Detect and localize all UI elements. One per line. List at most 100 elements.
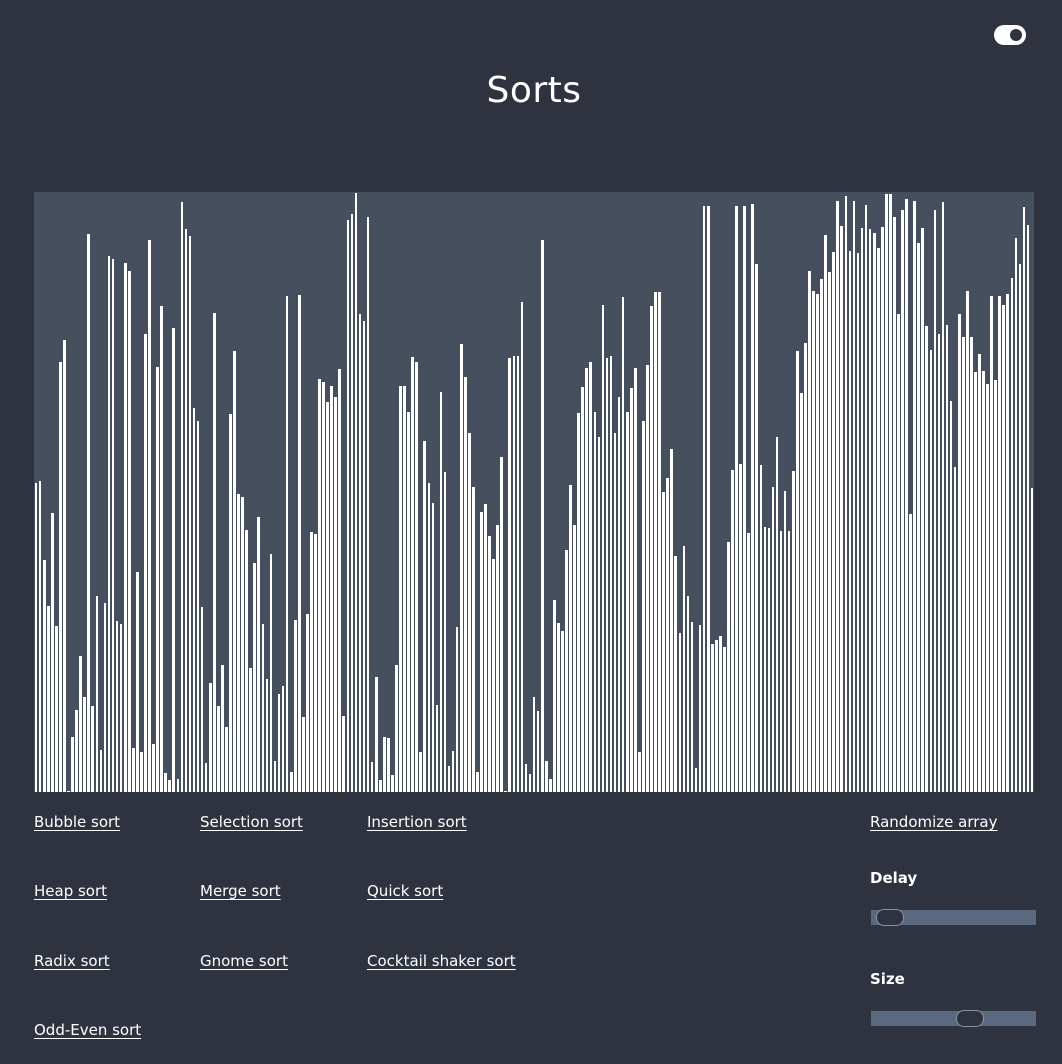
array-bar	[621, 297, 625, 792]
array-bar	[1022, 207, 1026, 792]
array-bar	[261, 624, 265, 792]
randomize-array-link[interactable]: Randomize array	[870, 813, 998, 831]
array-bar	[828, 272, 831, 792]
insertion-sort-link[interactable]: Insertion sort	[367, 813, 467, 831]
array-bar	[468, 433, 471, 792]
array-bar	[411, 357, 414, 792]
radix-sort-link[interactable]: Radix sort	[34, 952, 110, 970]
array-bar	[366, 217, 370, 792]
array-bar	[719, 636, 722, 792]
array-bar	[212, 313, 216, 792]
array-bar	[848, 251, 852, 792]
array-bar	[180, 202, 184, 792]
array-bar	[747, 533, 750, 792]
array-bar	[184, 229, 188, 792]
array-bar	[544, 761, 548, 792]
array-bar	[889, 194, 892, 792]
array-bar	[378, 780, 382, 792]
array-bar	[512, 356, 516, 792]
array-bar	[370, 762, 374, 792]
array-bar	[257, 517, 261, 792]
array-bar	[34, 483, 38, 792]
array-bar	[399, 386, 402, 792]
array-bar	[868, 229, 872, 792]
array-bar	[917, 243, 921, 792]
merge-sort-link[interactable]: Merge sort	[200, 882, 281, 900]
array-bar	[350, 214, 354, 792]
array-bar	[528, 774, 532, 792]
delay-slider-thumb[interactable]	[876, 909, 904, 926]
theme-toggle-switch[interactable]	[994, 25, 1026, 45]
array-bar	[455, 627, 459, 792]
cocktail-shaker-sort-link[interactable]: Cocktail shaker sort	[367, 952, 516, 970]
array-bar	[447, 766, 451, 792]
array-bar	[548, 779, 552, 792]
array-bar	[812, 291, 815, 792]
size-label: Size	[870, 970, 905, 988]
array-bar	[864, 205, 868, 792]
array-bar	[500, 457, 504, 792]
array-bar	[804, 343, 807, 792]
size-slider-thumb[interactable]	[956, 1010, 984, 1027]
array-bar	[779, 531, 783, 792]
array-bar	[577, 413, 580, 792]
quick-sort-link[interactable]: Quick sort	[367, 882, 444, 900]
array-bar	[727, 542, 730, 792]
array-bar	[423, 441, 427, 792]
array-bar	[362, 321, 366, 792]
array-bar	[253, 563, 257, 792]
array-bar	[463, 377, 467, 792]
selection-sort-link[interactable]: Selection sort	[200, 813, 303, 831]
array-bar	[208, 683, 212, 792]
array-bar	[982, 371, 985, 792]
array-bar	[844, 196, 848, 792]
heap-sort-link[interactable]: Heap sort	[34, 882, 108, 900]
array-bar	[901, 210, 904, 792]
array-bar	[710, 644, 714, 792]
bubble-sort-link[interactable]: Bubble sort	[34, 813, 121, 831]
array-bar	[314, 534, 317, 792]
array-bar	[852, 201, 856, 792]
array-bar	[508, 358, 512, 792]
array-bar	[1006, 294, 1010, 792]
array-bar	[650, 306, 653, 792]
gnome-sort-link[interactable]: Gnome sort	[200, 952, 288, 970]
array-bar	[597, 437, 601, 792]
array-bar	[225, 727, 228, 792]
array-bar	[241, 497, 244, 792]
array-bar	[63, 340, 66, 792]
odd-even-sort-link[interactable]: Odd-Even sort	[34, 1021, 142, 1039]
array-bar	[1014, 238, 1018, 792]
array-bar	[148, 240, 151, 792]
array-bar	[751, 204, 755, 792]
array-bar	[832, 252, 835, 792]
array-bar	[949, 401, 953, 792]
array-bar	[957, 314, 961, 792]
array-bar	[46, 606, 50, 792]
array-bar	[265, 679, 269, 792]
delay-slider[interactable]	[871, 909, 1036, 926]
size-slider[interactable]	[871, 1010, 1036, 1027]
array-bar	[196, 421, 200, 792]
array-bar	[443, 472, 447, 792]
array-bar	[885, 194, 888, 792]
array-bar	[553, 600, 556, 792]
array-bar	[204, 763, 208, 792]
array-bar	[714, 640, 718, 792]
array-bar	[451, 751, 455, 792]
array-bar	[909, 514, 912, 792]
array-bar	[633, 368, 637, 792]
array-bar	[229, 414, 232, 792]
array-bar	[658, 292, 661, 792]
array-bar	[897, 314, 900, 792]
array-bar	[824, 235, 827, 792]
array-bar	[391, 775, 394, 792]
array-bar	[164, 773, 167, 792]
array-bar	[427, 483, 431, 792]
array-bar	[735, 206, 738, 792]
array-bar	[654, 292, 657, 792]
array-bar	[921, 228, 925, 792]
array-bar	[245, 530, 248, 792]
array-bar	[310, 532, 313, 792]
array-bar	[407, 412, 410, 792]
